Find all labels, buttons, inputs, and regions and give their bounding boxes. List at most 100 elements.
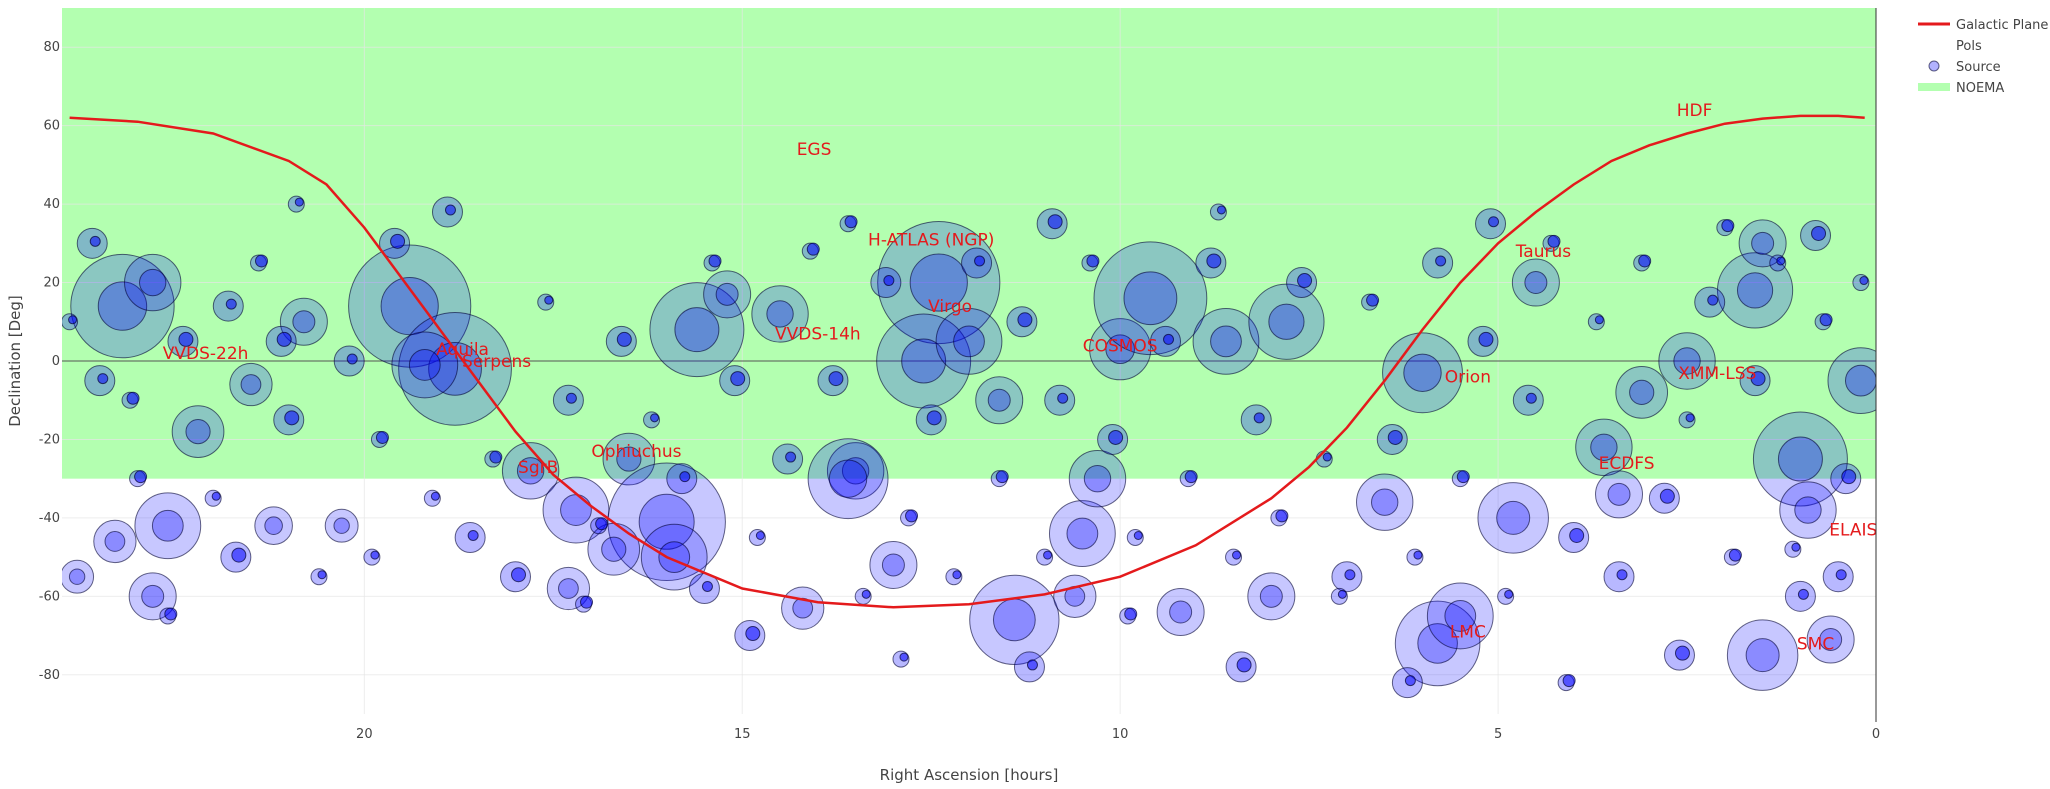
source-marker — [317, 570, 327, 580]
source-marker — [807, 438, 889, 520]
y-tick-label: 20 — [43, 276, 60, 291]
source-marker — [511, 567, 526, 583]
poi-label: SMC — [1797, 634, 1834, 654]
source-marker — [1123, 271, 1178, 326]
x-tick-label: 20 — [356, 727, 373, 742]
source-marker — [1366, 293, 1380, 307]
source-marker — [876, 313, 972, 409]
source-marker — [139, 268, 167, 297]
source-marker — [883, 275, 895, 287]
legend-marker-swatch — [1928, 60, 1940, 72]
source-marker — [62, 559, 95, 594]
source-marker — [225, 298, 237, 310]
legend-label: Source — [1956, 60, 2001, 75]
source-marker — [1057, 392, 1069, 404]
source-marker — [1337, 589, 1347, 599]
source-marker — [1275, 509, 1289, 523]
source-marker — [1403, 353, 1442, 392]
source-marker — [1105, 334, 1135, 365]
legend-label: Pols — [1956, 39, 1982, 54]
source-marker — [601, 536, 627, 562]
source-marker — [1356, 473, 1414, 531]
source-marker — [1093, 241, 1208, 356]
source-marker — [408, 349, 441, 381]
y-tick-label: 0 — [52, 354, 60, 369]
source-marker — [1068, 449, 1127, 508]
source-marker — [546, 566, 591, 611]
source-marker — [1562, 674, 1576, 688]
source-marker — [755, 531, 765, 540]
source-marker — [1525, 392, 1537, 404]
source-marker — [428, 341, 482, 396]
source-marker — [1456, 470, 1470, 484]
source-marker — [861, 589, 871, 599]
source-marker — [616, 331, 632, 347]
source-marker — [1344, 569, 1356, 581]
source-marker — [1811, 225, 1827, 241]
source-marker — [1728, 548, 1742, 562]
poi-label: Aquila — [436, 340, 489, 360]
source-marker — [877, 220, 1001, 345]
source-marker — [375, 430, 389, 444]
source-marker — [1268, 303, 1305, 340]
source-marker — [602, 432, 656, 486]
source-marker — [185, 419, 211, 445]
source-marker — [909, 253, 968, 312]
source-marker — [264, 516, 283, 536]
source-marker — [1083, 464, 1112, 493]
source-marker — [881, 553, 905, 577]
y-tick-label: 60 — [43, 119, 60, 134]
source-marker — [128, 572, 177, 621]
source-marker — [229, 362, 273, 407]
source-marker — [650, 413, 660, 423]
source-marker — [1413, 550, 1423, 560]
source-marker — [68, 568, 86, 585]
source-marker — [1184, 470, 1198, 484]
source-marker — [580, 595, 594, 609]
source-marker — [730, 371, 746, 387]
source-marker — [1575, 418, 1633, 476]
source-marker — [1435, 255, 1447, 267]
poi-label: SgrB — [518, 458, 558, 478]
source-marker — [806, 242, 820, 256]
source-marker — [231, 547, 247, 563]
source-marker — [516, 457, 545, 485]
source-marker — [1745, 638, 1780, 673]
source-marker — [995, 470, 1009, 484]
source-marker — [640, 523, 708, 591]
source-marker — [828, 371, 844, 387]
source-marker — [1236, 657, 1252, 673]
source-marker — [1844, 364, 1876, 397]
source-marker — [1387, 429, 1403, 445]
source-marker — [333, 517, 350, 534]
source-marker — [1806, 615, 1855, 664]
source-marker — [467, 530, 479, 541]
source-marker — [766, 300, 794, 328]
source-marker — [1504, 589, 1514, 599]
source-marker — [1594, 315, 1604, 325]
galactic-plane-line — [69, 114, 1865, 609]
source-marker — [1569, 528, 1585, 543]
source-marker — [869, 540, 918, 589]
source-marker — [1253, 412, 1265, 424]
source-marker — [1835, 569, 1847, 581]
source-marker — [370, 550, 380, 560]
source-marker — [97, 373, 109, 385]
poi-label: COSMOS — [1083, 336, 1158, 356]
source-marker — [1192, 307, 1260, 375]
source-marker — [1673, 347, 1701, 375]
y-tick-label: -80 — [39, 668, 60, 683]
source-marker — [1752, 411, 1848, 507]
poi-label: LMC — [1450, 623, 1486, 643]
source-marker — [565, 392, 577, 404]
source-marker — [1607, 482, 1631, 506]
source-marker — [1794, 496, 1822, 524]
source-marker — [1478, 331, 1494, 347]
source-marker — [926, 410, 942, 426]
source-marker — [1488, 216, 1500, 228]
source-marker — [745, 626, 761, 642]
source-marker — [1026, 659, 1038, 671]
source-marker — [279, 297, 328, 346]
legend-label: NOEMA — [1956, 81, 2004, 96]
